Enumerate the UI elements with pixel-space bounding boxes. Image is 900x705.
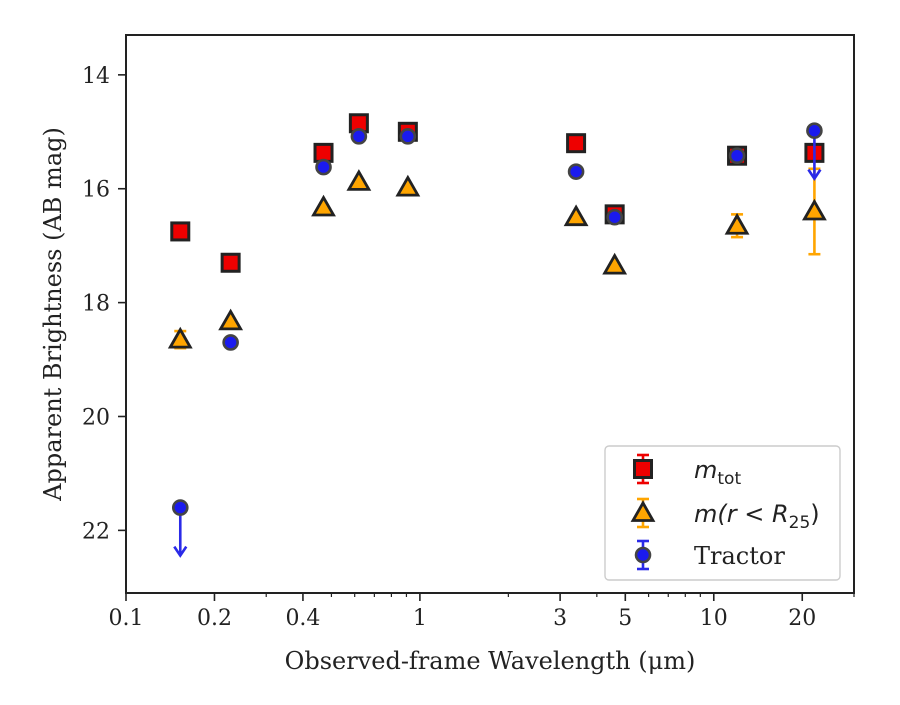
legend-circle-marker — [634, 546, 652, 564]
upper-limit-arrowhead — [173, 545, 188, 558]
x-tick-label: 0.4 — [285, 606, 320, 631]
legend-label-main: Tractor — [694, 542, 785, 570]
plot-frame — [125, 34, 855, 594]
mr25-triangle-marker — [563, 204, 589, 227]
legend-item-1: m(r < R25) — [630, 497, 820, 533]
legend-item-2: Tractor — [634, 539, 785, 571]
tractor-circle-marker — [806, 122, 823, 139]
upper-limit-arrowhead — [807, 168, 822, 182]
legend-label-main: m — [694, 456, 717, 484]
legend-label-subscript: 25 — [789, 513, 811, 533]
legend-label-subscript: tot — [717, 469, 741, 489]
y-axis-label: Apparent Brightness (AB mag) — [39, 127, 67, 502]
x-tick-label: 10 — [700, 606, 728, 631]
y-tick-label: 22 — [82, 519, 110, 544]
legend-label-0: mtot — [694, 456, 741, 489]
x-tick-label: 0.2 — [197, 606, 232, 631]
mtot-square-marker — [220, 252, 241, 273]
y-tick-label: 16 — [82, 178, 110, 203]
legend-label-end: ) — [810, 500, 819, 528]
x-axis-label: Observed-frame Wavelength (μm) — [285, 647, 696, 675]
mtot-square-marker — [170, 221, 191, 242]
tractor-circle-marker — [171, 499, 189, 516]
x-tick-label: 20 — [788, 606, 816, 631]
mr25-triangle-marker — [346, 169, 372, 191]
legend-square-marker — [633, 459, 653, 479]
y-tick-label: 20 — [82, 405, 110, 430]
data-marks — [167, 113, 827, 558]
mr25-triangle-marker — [218, 308, 244, 331]
legend-label-main: m(r < R — [694, 500, 789, 528]
legend: mtot m(r < R25) Tractor — [604, 445, 841, 581]
mr25-triangle-marker — [602, 252, 628, 275]
mr25-triangle-marker — [311, 194, 336, 217]
tractor-circle-marker — [728, 147, 746, 165]
tractor-circle-marker — [222, 334, 239, 351]
x-tick-label: 5 — [618, 606, 632, 631]
y-tick-label: 18 — [82, 292, 110, 317]
tractor-circle-marker — [567, 163, 585, 180]
tractor-circle-marker — [399, 128, 417, 145]
mr25-triangle-marker — [724, 212, 750, 235]
mtot-square-marker — [566, 133, 587, 154]
legend-label-2: Tractor — [694, 542, 785, 570]
mr25-triangle-marker — [167, 326, 193, 349]
x-tick-label: 3 — [553, 606, 567, 631]
mr25-triangle-marker — [395, 174, 421, 197]
legend-triangle-marker — [630, 500, 656, 522]
axis-ticks: 0.1 0.2 0.4 1 3 5 10 20 14 16 18 20 22 — [82, 64, 855, 631]
legend-box — [604, 445, 841, 581]
mr25-triangle-marker — [802, 198, 827, 221]
y-tick-label: 14 — [82, 64, 110, 89]
x-tick-label: 0.1 — [109, 606, 144, 631]
legend-label-1: m(r < R25) — [694, 500, 820, 533]
tractor-circle-marker — [350, 128, 368, 145]
tractor-circle-marker — [606, 208, 623, 226]
series-2-circle-points — [171, 122, 823, 558]
tractor-circle-marker — [315, 158, 332, 176]
x-tick-label: 1 — [413, 606, 427, 631]
legend-item-0: mtot — [633, 453, 741, 489]
